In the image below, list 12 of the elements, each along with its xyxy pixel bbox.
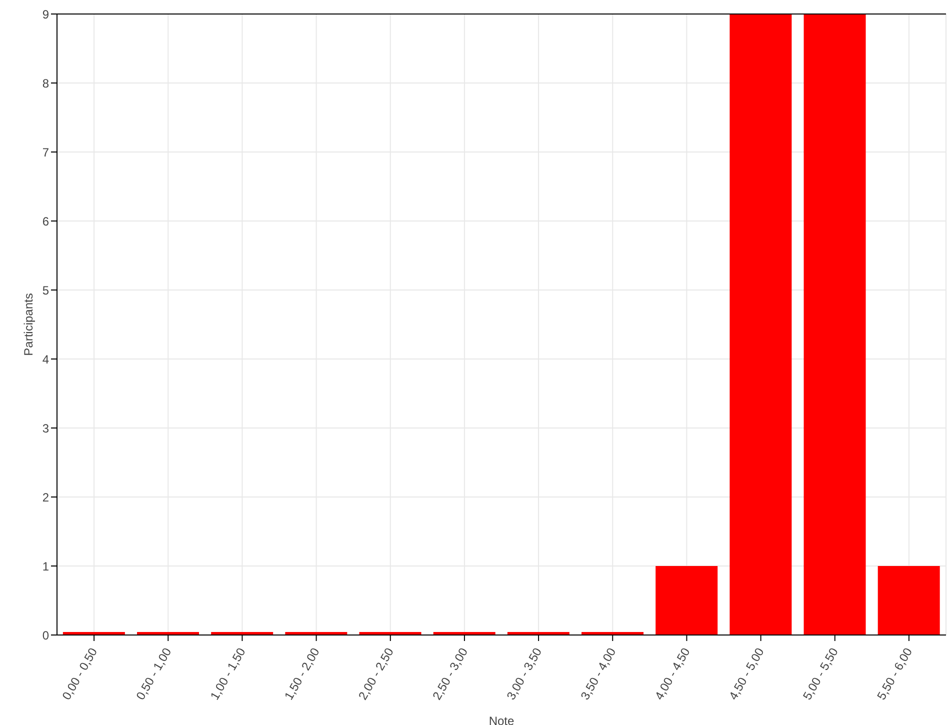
y-tick-label: 3: [42, 421, 50, 436]
x-axis-title: Note: [488, 714, 514, 725]
y-tick-label: 4: [42, 352, 50, 366]
y-tick-label: 8: [42, 76, 50, 90]
y-tick-label: 2: [42, 490, 50, 504]
y-tick-label: 0: [42, 628, 50, 642]
y-tick-label: 1: [42, 559, 50, 574]
y-tick-label: 5: [42, 283, 50, 298]
y-tick-label: 9: [42, 7, 50, 22]
y-tick-label: 7: [42, 145, 50, 160]
y-axis-title: Participants: [21, 293, 36, 356]
y-tick-label: 6: [42, 214, 50, 228]
